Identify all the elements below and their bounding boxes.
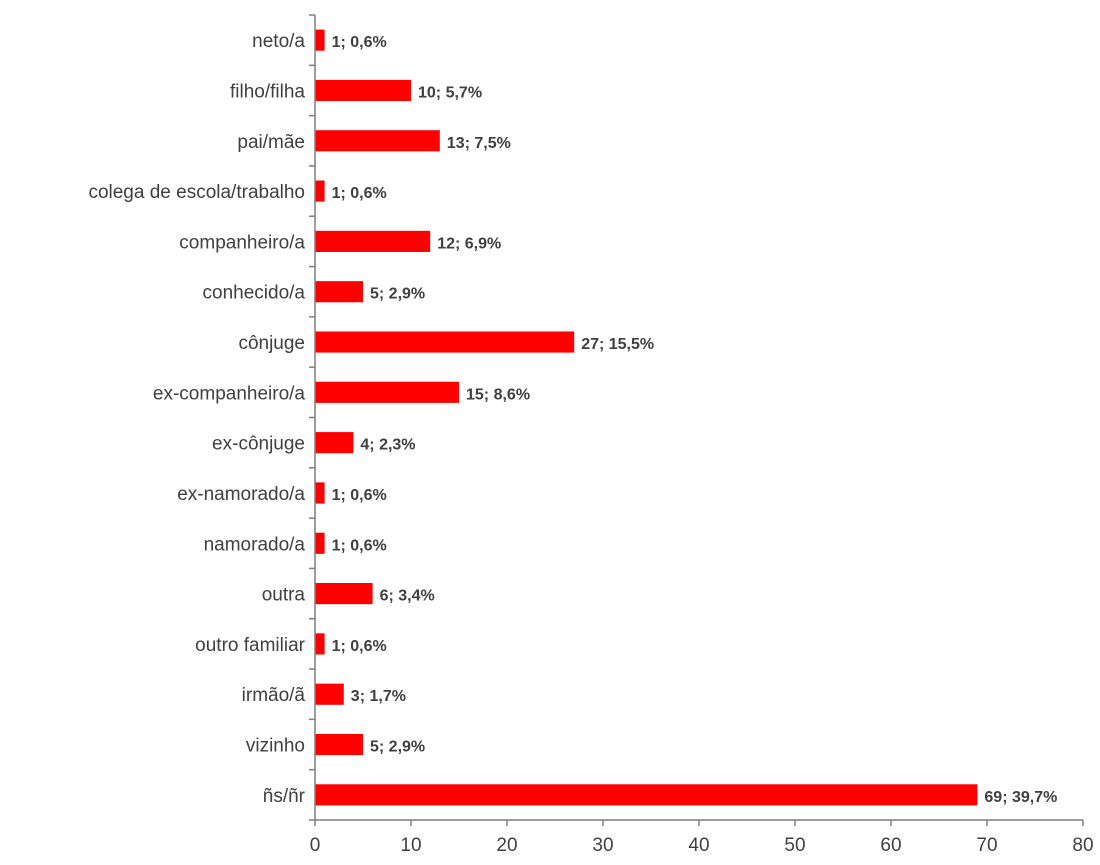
data-label-12: 1; 0,6% [332, 638, 387, 655]
x-tick-label-6: 60 [880, 835, 901, 856]
category-label-2: pai/mãe [237, 132, 305, 153]
bar-1 [315, 79, 411, 102]
data-label-7: 15; 8,6% [466, 386, 530, 403]
x-tick-label-0: 0 [310, 835, 321, 856]
data-label-2: 13; 7,5% [447, 135, 511, 152]
bar-7 [315, 381, 459, 403]
bar-14 [315, 733, 363, 756]
category-label-0: neto/a [252, 31, 305, 52]
data-label-6: 27; 15,5% [581, 336, 654, 353]
data-label-3: 1; 0,6% [332, 185, 387, 202]
axes-group: 0 10 20 30 40 50 60 70 80 [309, 14, 1094, 856]
data-label-11: 6; 3,4% [380, 588, 435, 605]
bar-11 [315, 583, 373, 605]
x-tick-label-4: 40 [688, 835, 709, 856]
x-tick-label-5: 50 [784, 835, 805, 856]
category-label-8: ex-cônjuge [212, 434, 305, 455]
category-label-1: filho/filha [230, 81, 305, 102]
bar-9 [315, 482, 325, 504]
bars-group [315, 29, 978, 806]
bar-8 [315, 432, 354, 454]
data-label-14: 5; 2,9% [370, 739, 425, 756]
data-labels-group: 1; 0,6% 10; 5,7% 13; 7,5% 1; 0,6% 12; 6,9% 5;… [332, 34, 1058, 806]
x-tick-label-2: 20 [496, 835, 517, 856]
category-label-14: vizinho [246, 736, 305, 757]
category-label-15: ñs/ñr [263, 786, 306, 807]
category-label-7: ex-companheiro/a [153, 383, 306, 404]
bar-13 [315, 683, 344, 705]
x-tick-label-3: 30 [592, 835, 613, 856]
x-tick-label-7: 70 [976, 835, 997, 856]
category-label-9: ex-namorado/a [177, 484, 305, 505]
category-label-6: cônjuge [238, 333, 305, 354]
bar-3 [315, 180, 325, 202]
category-label-10: namorado/a [204, 534, 306, 555]
category-labels-group: neto/a filho/filha pai/mãe colega de escola… [88, 31, 305, 807]
data-label-8: 4; 2,3% [360, 437, 415, 454]
data-label-13: 3; 1,7% [351, 688, 406, 705]
category-label-3: colega de escola/trabalho [88, 182, 305, 203]
bar-10 [315, 532, 325, 554]
data-label-0: 1; 0,6% [332, 34, 387, 51]
data-label-5: 5; 2,9% [370, 286, 425, 303]
x-tick-label-1: 10 [400, 835, 421, 856]
category-label-13: irmão/ã [242, 685, 306, 706]
bar-4 [315, 230, 431, 252]
bar-6 [315, 331, 575, 353]
data-label-4: 12; 6,9% [437, 235, 501, 252]
data-label-10: 1; 0,6% [332, 537, 387, 554]
category-label-4: companheiro/a [179, 232, 305, 253]
bar-0 [315, 29, 325, 51]
data-label-15: 69; 39,7% [984, 789, 1057, 806]
category-label-11: outra [262, 585, 306, 606]
category-label-5: conhecido/a [203, 283, 306, 304]
bar-15 [315, 784, 978, 806]
bar-5 [315, 281, 363, 303]
data-label-1: 10; 5,7% [418, 84, 482, 101]
bar-2 [315, 130, 440, 152]
bar-12 [315, 633, 325, 655]
category-label-12: outro familiar [195, 635, 305, 656]
x-tick-label-8: 80 [1072, 835, 1093, 856]
data-label-9: 1; 0,6% [332, 487, 387, 504]
